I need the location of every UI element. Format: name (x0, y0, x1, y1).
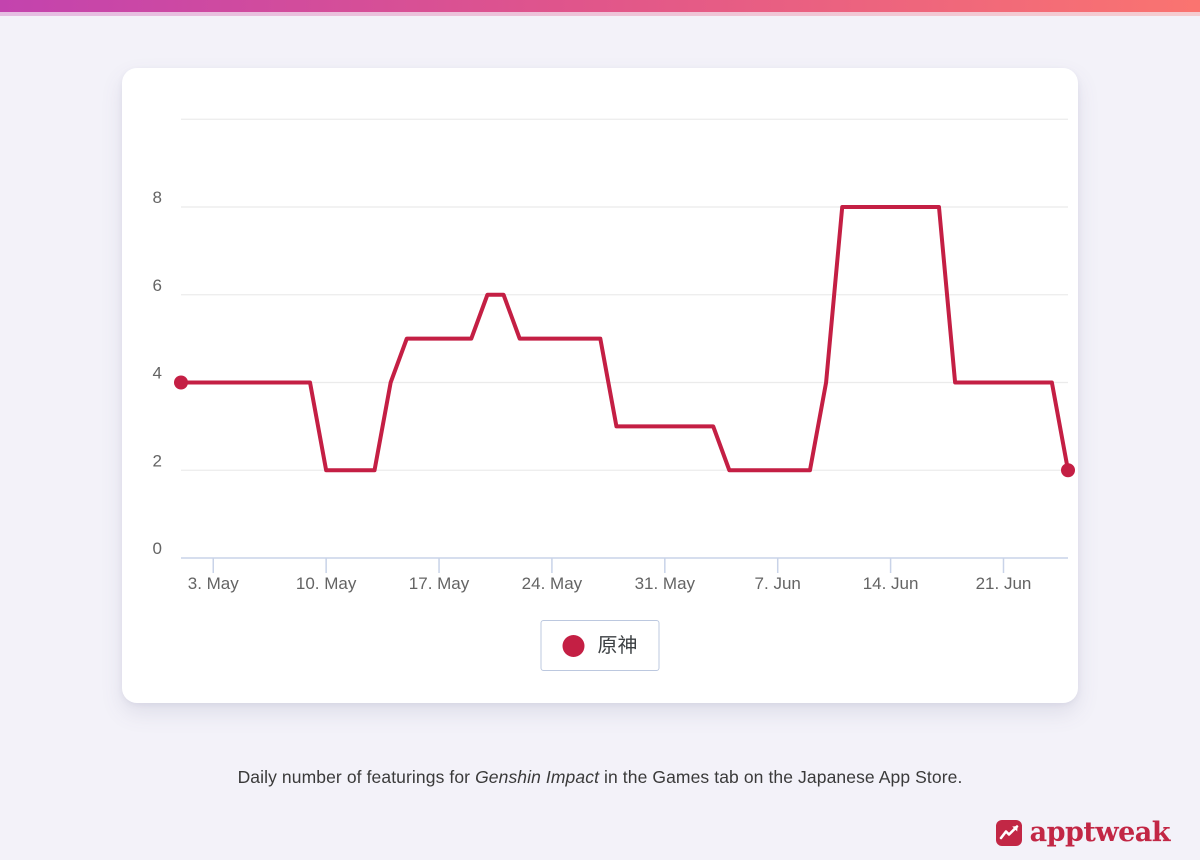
caption-app-name: Genshin Impact (475, 767, 600, 787)
series-line[interactable] (179, 205, 1070, 473)
x-axis-label: 14. Jun (863, 574, 919, 593)
y-axis-label: 4 (153, 364, 162, 383)
chart-card: 3. May 10. May 17. May 24. May 31. May 7. Jun… (122, 68, 1078, 703)
y-axis-label: 2 (153, 451, 162, 470)
topbar-gradient-fade (0, 12, 1200, 16)
x-axis-label: 31. May (635, 574, 696, 593)
apptweak-logo-text: apptweak (1029, 817, 1171, 848)
featurings-line-chart[interactable]: 3. May 10. May 17. May 24. May 31. May 7. Jun… (122, 68, 1078, 703)
line-chart-icon (995, 819, 1022, 846)
legend-series-dot-icon (562, 634, 585, 657)
y-axis-label: 0 (153, 539, 162, 558)
x-axis-label: 17. May (409, 574, 470, 593)
y-axis-label: 6 (153, 276, 162, 295)
apptweak-logo: apptweak (995, 817, 1171, 848)
legend-series-label: 原神 (597, 634, 638, 657)
chart-caption: Daily number of featurings for Genshin I… (0, 767, 1200, 788)
topbar-gradient (0, 0, 1200, 12)
series-endpoint-marker[interactable] (1061, 463, 1075, 478)
x-axis-label: 24. May (522, 574, 583, 593)
x-axis-label: 21. Jun (976, 574, 1032, 593)
caption-suffix: in the Games tab on the Japanese App Sto… (599, 767, 963, 787)
x-axis-label: 7. Jun (755, 574, 801, 593)
x-axis-label: 10. May (296, 574, 357, 593)
y-axis-label: 8 (153, 188, 162, 207)
caption-prefix: Daily number of featurings for (237, 767, 476, 787)
series-endpoint-marker[interactable] (174, 375, 188, 390)
legend[interactable]: 原神 (540, 620, 660, 671)
x-axis-label: 3. May (188, 574, 240, 593)
